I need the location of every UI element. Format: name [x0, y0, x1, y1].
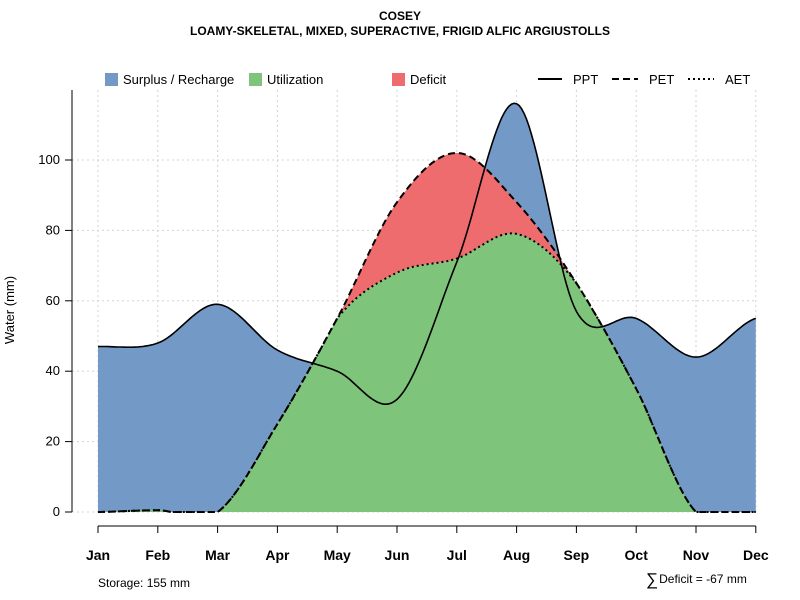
x-tick-label: Oct	[625, 547, 649, 563]
legend-swatch-utilization	[249, 73, 262, 86]
deficit-summary-text: Deficit = -67 mm	[659, 572, 747, 586]
x-tick-label: Jan	[86, 547, 110, 563]
y-tick-label: 80	[46, 222, 60, 237]
legend-label-surplus: Surplus / Recharge	[123, 72, 234, 87]
x-tick-label: Apr	[265, 547, 290, 563]
x-tick-label: Aug	[503, 547, 530, 563]
deficit-summary: ∑Deficit = -67 mm	[646, 570, 747, 590]
y-tick-label: 20	[46, 434, 60, 449]
y-tick-label: 0	[53, 504, 60, 519]
x-tick-label: Jul	[447, 547, 467, 563]
legend-swatch-surplus	[105, 73, 118, 86]
storage-label: Storage: 155 mm	[98, 576, 191, 590]
x-tick-label: Dec	[743, 547, 769, 563]
legend-swatch-deficit	[392, 73, 405, 86]
legend: Surplus / Recharge Utilization Deficit PPT P…	[105, 72, 750, 87]
legend-label-pet: PET	[649, 72, 674, 87]
deficit-area	[98, 153, 756, 512]
x-tick-label: Nov	[683, 547, 710, 563]
y-tick-label: 60	[46, 293, 60, 308]
x-tick-label: Mar	[205, 547, 230, 563]
y-tick-label: 100	[38, 152, 60, 167]
legend-label-ppt: PPT	[573, 72, 598, 87]
chart-areas	[98, 103, 756, 513]
chart-axes: 0 20 40 60 80 100 Jan Feb Mar Apr May Jun Jul Aug Sep O…	[2, 90, 769, 563]
chart-subtitle: LOAMY-SKELETAL, MIXED, SUPERACTIVE, FRIG…	[189, 24, 610, 38]
y-tick-label: 40	[46, 363, 60, 378]
chart-lines	[97, 102, 757, 513]
pet-line	[98, 151, 756, 513]
ppt-line	[97, 102, 757, 405]
x-tick-label: Sep	[564, 547, 590, 563]
chart-title: COSEY	[378, 9, 421, 23]
x-tick-label: May	[324, 547, 351, 563]
legend-label-aet: AET	[725, 72, 750, 87]
utilization-area	[98, 233, 756, 512]
x-tick-label: Feb	[145, 547, 170, 563]
sum-icon: ∑	[646, 570, 659, 589]
legend-label-utilization: Utilization	[267, 72, 323, 87]
y-axis-label: Water (mm)	[2, 276, 17, 344]
x-tick-label: Jun	[385, 547, 410, 563]
legend-label-deficit: Deficit	[410, 72, 447, 87]
